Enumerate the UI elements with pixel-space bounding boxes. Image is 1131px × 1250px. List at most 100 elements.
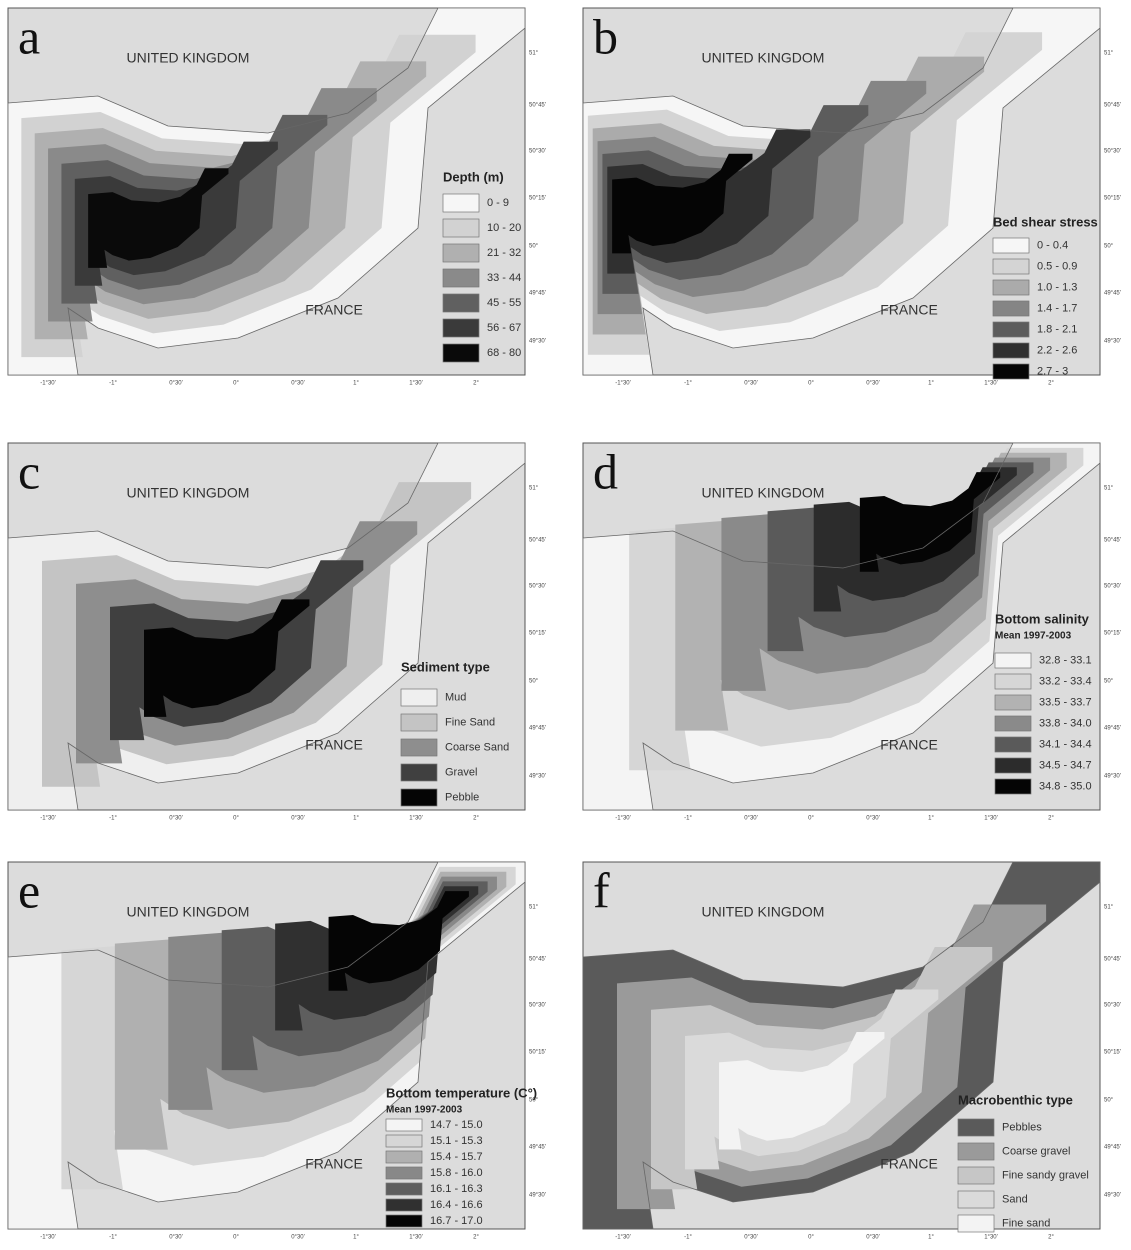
legend-swatch bbox=[994, 778, 1032, 795]
legend-swatch bbox=[442, 318, 480, 338]
coast bbox=[7, 442, 526, 811]
legend-swatch bbox=[994, 757, 1032, 774]
longitude-label: 0° bbox=[808, 816, 814, 822]
legend-swatch bbox=[992, 321, 1030, 338]
panel-letter: c bbox=[18, 443, 40, 499]
longitude-label: -1° bbox=[109, 381, 117, 387]
panel-letter: a bbox=[18, 8, 40, 64]
country-label: UNITED KINGDOM bbox=[702, 50, 825, 66]
legend-swatch bbox=[400, 688, 438, 707]
legend-label: 2.2 - 2.6 bbox=[1037, 344, 1077, 356]
legend-swatch bbox=[385, 1166, 423, 1180]
legend-title: Bed shear stress bbox=[993, 214, 1098, 229]
legend-swatch bbox=[385, 1134, 423, 1148]
legend-label: 1.0 - 1.3 bbox=[1037, 281, 1077, 293]
legend-label: 56 - 67 bbox=[487, 322, 521, 334]
longitude-label: 0°30' bbox=[291, 1235, 305, 1241]
legend-label: Mud bbox=[445, 691, 466, 703]
legend-swatch bbox=[385, 1182, 423, 1196]
latitude-label: 50° bbox=[529, 679, 539, 685]
longitude-label: 0°30' bbox=[866, 816, 880, 822]
latitude-label: 50°30' bbox=[529, 1003, 546, 1009]
longitude-label: -1°30' bbox=[615, 816, 631, 822]
latitude-label: 49°30' bbox=[529, 774, 546, 780]
longitude-label: 0°30' bbox=[744, 381, 758, 387]
latitude-label: 51° bbox=[529, 486, 539, 492]
longitude-label: -1° bbox=[684, 1235, 692, 1241]
legend-swatch bbox=[992, 279, 1030, 296]
legend-title: Bottom salinity bbox=[995, 611, 1090, 626]
longitude-label: 0° bbox=[233, 816, 239, 822]
coast bbox=[582, 442, 1101, 811]
legend-label: 21 - 32 bbox=[487, 247, 521, 259]
legend-label: 14.7 - 15.0 bbox=[430, 1119, 483, 1131]
legend-label: Pebble bbox=[445, 791, 479, 803]
latitude-label: 49°45' bbox=[529, 726, 546, 732]
country-label: FRANCE bbox=[305, 737, 363, 753]
latitude-label: 50°45' bbox=[1104, 957, 1121, 963]
legend-swatch bbox=[385, 1118, 423, 1132]
panel-letter: d bbox=[593, 443, 618, 499]
latitude-label: 50°30' bbox=[529, 149, 546, 155]
latitude-label: 50°15' bbox=[1104, 1050, 1121, 1056]
longitude-label: -1° bbox=[109, 1235, 117, 1241]
legend-label: 34.5 - 34.7 bbox=[1039, 759, 1092, 771]
legend-swatch bbox=[992, 363, 1030, 380]
legend-label: 33.8 - 34.0 bbox=[1039, 717, 1092, 729]
legend-label: 1.4 - 1.7 bbox=[1037, 302, 1077, 314]
country-label: FRANCE bbox=[880, 737, 938, 753]
legend-swatch bbox=[957, 1142, 995, 1161]
latitude-label: 50° bbox=[529, 244, 539, 250]
legend-swatch bbox=[385, 1198, 423, 1212]
latitude-label: 50°45' bbox=[529, 103, 546, 109]
latitude-label: 50°30' bbox=[1104, 1003, 1121, 1009]
longitude-label: -1°30' bbox=[40, 816, 56, 822]
longitude-label: 0°30' bbox=[744, 816, 758, 822]
legend-swatch bbox=[442, 293, 480, 313]
legend-label: 33.5 - 33.7 bbox=[1039, 696, 1092, 708]
legend-label: Fine sandy gravel bbox=[1002, 1169, 1089, 1181]
latitude-label: 50°15' bbox=[1104, 196, 1121, 202]
panel-letter: e bbox=[18, 862, 40, 918]
latitude-label: 51° bbox=[1104, 486, 1114, 492]
legend-label: 10 - 20 bbox=[487, 222, 521, 234]
legend-label: Fine sand bbox=[1002, 1217, 1050, 1229]
legend-swatch bbox=[957, 1118, 995, 1137]
country-label: UNITED KINGDOM bbox=[702, 485, 825, 501]
latitude-label: 50°15' bbox=[529, 1050, 546, 1056]
legend-label: 16.4 - 16.6 bbox=[430, 1199, 483, 1211]
longitude-label: -1°30' bbox=[40, 381, 56, 387]
longitude-label: 0°30' bbox=[866, 1235, 880, 1241]
legend-swatch bbox=[992, 342, 1030, 359]
legend-label: 15.8 - 16.0 bbox=[430, 1167, 483, 1179]
legend-label: 34.8 - 35.0 bbox=[1039, 780, 1092, 792]
longitude-label: 0° bbox=[233, 381, 239, 387]
legend-swatch bbox=[442, 218, 480, 238]
legend-label: 15.1 - 15.3 bbox=[430, 1135, 483, 1147]
longitude-label: 2° bbox=[1048, 816, 1054, 822]
legend-title: Macrobenthic type bbox=[958, 1092, 1073, 1107]
legend-swatch bbox=[957, 1190, 995, 1209]
sea-zone bbox=[612, 153, 753, 254]
legend-label: 1.8 - 2.1 bbox=[1037, 323, 1077, 335]
latitude-label: 50° bbox=[1104, 244, 1114, 250]
legend-swatch bbox=[994, 715, 1032, 732]
legend-label: 0.5 - 0.9 bbox=[1037, 260, 1077, 272]
longitude-label: -1°30' bbox=[615, 381, 631, 387]
legend-label: Sand bbox=[1002, 1193, 1028, 1205]
latitude-label: 49°30' bbox=[529, 339, 546, 345]
legend-swatch bbox=[992, 237, 1030, 254]
country-label: FRANCE bbox=[880, 1156, 938, 1172]
legend-swatch bbox=[385, 1214, 423, 1228]
legend-label: 68 - 80 bbox=[487, 347, 521, 359]
longitude-label: 0°30' bbox=[169, 816, 183, 822]
legend-label: 16.1 - 16.3 bbox=[430, 1183, 483, 1195]
longitude-label: -1°30' bbox=[615, 1235, 631, 1241]
country-label: UNITED KINGDOM bbox=[127, 485, 250, 501]
legend-label: Gravel bbox=[445, 766, 477, 778]
longitude-label: 1°30' bbox=[984, 1235, 998, 1241]
latitude-label: 49°45' bbox=[1104, 291, 1121, 297]
longitude-label: 2° bbox=[1048, 1235, 1054, 1241]
longitude-label: 1°30' bbox=[409, 816, 423, 822]
